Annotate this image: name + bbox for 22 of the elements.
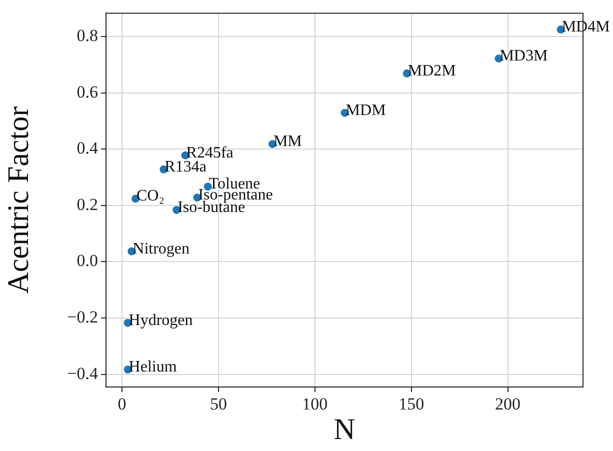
y-tick-label: 0.0: [76, 251, 98, 270]
x-tick-label: 200: [495, 394, 521, 414]
x-tick-label: 0: [118, 394, 126, 414]
annotation: MD3M: [500, 48, 548, 65]
y-tick-label: −0.4: [67, 364, 98, 383]
y-axis-title: Acentric Factor: [2, 106, 35, 294]
y-tick-label: −0.2: [67, 308, 98, 327]
x-tick-label: 100: [302, 394, 328, 414]
y-tick-label: 0.8: [76, 26, 98, 46]
x-tick-label: 150: [398, 394, 424, 414]
annotation: MD2M: [408, 62, 456, 80]
annotation: Helium: [128, 358, 178, 376]
x-axis-title: N: [334, 412, 356, 446]
x-tick-label: 50: [210, 394, 227, 414]
y-tick-label: 0.4: [76, 138, 98, 158]
y-tick-label: 0.6: [76, 82, 98, 102]
y-tick-label: 0.2: [76, 194, 98, 214]
annotation: Hydrogen: [128, 312, 193, 329]
annotation: CO₂: [136, 188, 164, 205]
annotation: Nitrogen: [132, 240, 190, 258]
annotation: MDM: [346, 102, 386, 119]
annotation: MM: [273, 133, 302, 150]
